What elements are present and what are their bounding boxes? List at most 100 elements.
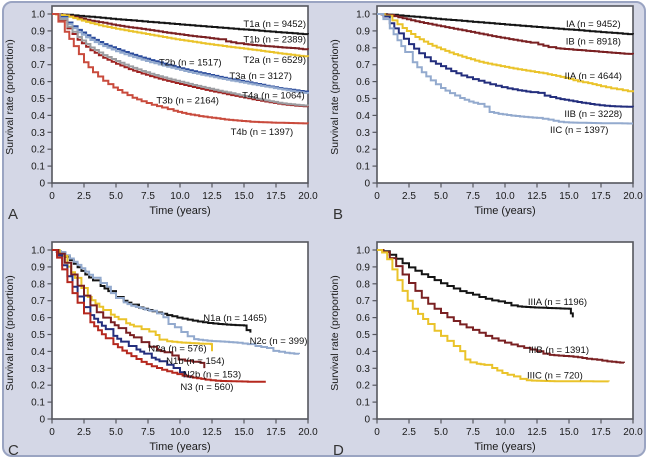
panel-D-y-tick-label: 1.0 (356, 246, 370, 257)
panel-B-y-axis-title: Survival rate (proportion) (329, 39, 341, 155)
panel-C-x-tick-label: 0 (49, 427, 55, 438)
panel-B-y-tick-label: 0.3 (356, 128, 370, 139)
series-IA-curve (377, 13, 634, 36)
panel-B-y-tick-label: 0.8 (356, 43, 370, 54)
panel-B-x-axis-title: Time (years) (474, 205, 535, 217)
series-IB-label: IB (n = 8918) (566, 36, 621, 47)
panel-D-x-tick-label: 17.5 (591, 427, 611, 438)
panel-C-x-tick-label: 15.0 (234, 427, 254, 438)
panel-B-y-tick-label: 0.6 (356, 77, 370, 88)
panel-C-x-tick-label: 5.0 (109, 427, 123, 438)
panel-B-y-tick-label: 0.1 (356, 162, 370, 173)
panel-B-x-tick-label: 7.5 (466, 191, 480, 202)
panel-C-x-axis-title: Time (years) (149, 441, 210, 453)
series-IA-label: IA (n = 9452) (566, 19, 621, 30)
panel-C-y-tick-label: 0.4 (31, 347, 45, 358)
panel-D-y-tick-label: 0.4 (356, 347, 370, 358)
panel-B-x-tick-label: 10.0 (495, 191, 515, 202)
series-T2b-label: T2b (n = 1517) (159, 58, 222, 69)
panel-A-x-tick-label: 7.5 (141, 191, 155, 202)
series-IIC-label: IIC (n = 1397) (550, 125, 608, 136)
panel-C-y-tick-label: 0.8 (31, 279, 45, 290)
panel-A-x-tick-label: 5.0 (109, 191, 123, 202)
series-IIB-curve (377, 13, 634, 108)
panel-D-x-tick-label: 0 (374, 427, 380, 438)
panel-letter-B: B (333, 206, 343, 223)
panel-B-y-tick-label: 0 (364, 179, 370, 190)
series-N2c-label: N2c (n = 399) (250, 336, 308, 347)
panel-B-y-tick-label: 0.9 (356, 26, 370, 37)
panel-B-x-tick-label: 12.5 (527, 191, 547, 202)
panel-B-chart: 0 0.1 0.2 0.3 0.4 0.5 0.6 0.7 0.8 0.9 1.0 0 2.5 5.0 7.… (329, 5, 643, 223)
panel-A-x-tick-label: 17.5 (266, 191, 286, 202)
panel-B-plot-frame (376, 5, 634, 184)
panel-D-x-tick-label: 12.5 (527, 427, 547, 438)
series-N2a-label: N2a (n = 576) (148, 343, 206, 354)
series-IB-curve (377, 13, 634, 55)
panel-B-x-tick-label: 20.0 (623, 191, 643, 202)
panel-D-y-tick-label: 0 (364, 415, 370, 426)
panel-D-x-axis-title: Time (years) (474, 441, 535, 453)
series-T3a-label: T3a (n = 3127) (229, 71, 292, 82)
panel-A-y-tick-label: 0.1 (31, 162, 45, 173)
panel-C-y-tick-label: 0.1 (31, 398, 45, 409)
panel-B-y-tick-label: 0.2 (356, 145, 370, 156)
panel-D-y-tick-label: 0.2 (356, 381, 370, 392)
panel-letter-D: D (333, 442, 344, 459)
panel-B-x-tick-label: 15.0 (559, 191, 579, 202)
panel-D-x-tick-label: 2.5 (402, 427, 416, 438)
series-T3b-label: T3b (n = 2164) (156, 96, 219, 107)
series-N2b-label: N2b (n = 153) (183, 370, 241, 381)
panel-D-x-tick-label: 7.5 (466, 427, 480, 438)
panel-A-y-tick-label: 0.4 (31, 111, 45, 122)
panel-D-x-tick-label: 20.0 (623, 427, 643, 438)
series-T4b-label: T4b (n = 1397) (231, 127, 294, 138)
panel-C-x-tick-label: 20.0 (298, 427, 318, 438)
panel-C-y-tick-label: 0.6 (31, 313, 45, 324)
series-N1b-curve (52, 249, 206, 369)
panel-A-y-tick-label: 1.0 (31, 10, 45, 21)
series-IIIA-label: IIIA (n = 1196) (528, 297, 587, 308)
series-N1b-label: N1b (n = 154) (166, 356, 224, 367)
panel-letter-C: C (8, 442, 19, 459)
panel-A-x-tick-label: 20.0 (298, 191, 318, 202)
series-T4a-curve (52, 13, 309, 107)
series-T3a-curve (52, 13, 309, 94)
series-IIIC-curve (377, 249, 610, 383)
series-N2c-curve (52, 249, 300, 355)
panel-C-y-tick-label: 0.9 (31, 262, 45, 273)
panel-A-y-tick-label: 0.8 (31, 43, 45, 54)
panel-D-y-tick-label: 0.7 (356, 296, 370, 307)
panel-D-x-tick-label: 15.0 (559, 427, 579, 438)
panel-C-x-tick-label: 10.0 (170, 427, 190, 438)
panel-A-y-tick-label: 0.2 (31, 145, 45, 156)
panel-A-y-tick-label: 0.5 (31, 94, 45, 105)
panel-B-x-tick-label: 17.5 (591, 191, 611, 202)
panel-C-y-tick-label: 0.7 (31, 296, 45, 307)
panel-D-y-tick-label: 0.3 (356, 364, 370, 375)
panel-A-chart: 0 0.1 0.2 0.3 0.4 0.5 0.6 0.7 0.8 0.9 1.0 0 2.5 5.0 7.… (4, 5, 318, 223)
panel-C-y-tick-label: 1.0 (31, 246, 45, 257)
series-T1a-curve (52, 13, 309, 36)
series-N3-label: N3 (n = 560) (180, 382, 233, 393)
series-N3-curve (52, 249, 266, 383)
panel-D-y-tick-label: 0.5 (356, 330, 370, 341)
series-T4b-curve (52, 13, 309, 125)
panel-A-y-tick-label: 0.3 (31, 128, 45, 139)
series-IIA-curve (377, 13, 634, 93)
panel-C-chart: 0 0.1 0.2 0.3 0.4 0.5 0.6 0.7 0.8 0.9 1.0 0 2.5 5.0 7.… (4, 241, 318, 459)
panel-C-x-tick-label: 7.5 (141, 427, 155, 438)
panel-B-y-tick-label: 0.4 (356, 111, 370, 122)
series-T2a-curve (52, 13, 309, 58)
panel-D-y-tick-label: 0.9 (356, 262, 370, 273)
series-IIIB-curve (377, 249, 625, 364)
panel-A-y-tick-label: 0.9 (31, 26, 45, 37)
panel-C-y-tick-label: 0.2 (31, 381, 45, 392)
series-N2b-curve (52, 249, 192, 379)
panel-C-y-tick-label: 0.3 (31, 364, 45, 375)
series-IIC-curve (377, 13, 633, 125)
panel-B-y-tick-label: 0.5 (356, 94, 370, 105)
series-IIIA-curve (377, 249, 574, 318)
panel-D-y-tick-label: 0.6 (356, 313, 370, 324)
